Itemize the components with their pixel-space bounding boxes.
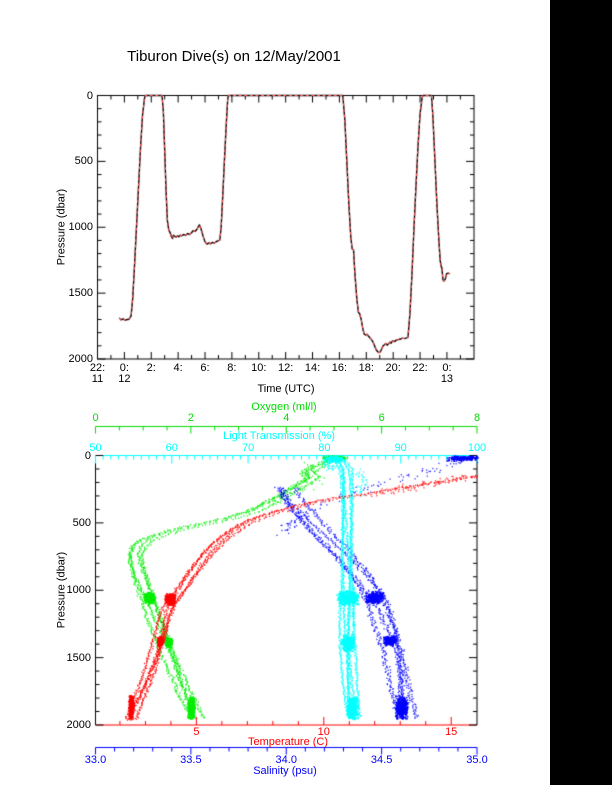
pressure-tick-label: 0 [84,449,91,462]
pressure-tick-label: 500 [72,516,91,529]
light-transmission-axis-title: Light Transmission (%) [223,430,335,442]
pressure-tick-label: 2000 [68,353,93,365]
time-tick-hour: 14: [304,362,321,374]
oxygen-tick-label: 6 [378,412,385,424]
pressure-tick-label: 500 [74,155,93,168]
time-tick-label: 14: [305,363,320,374]
time-tick-hour: 0: [119,362,129,374]
time-tick-label: 0: 12 [118,363,130,385]
day-tick-label: 11 [91,373,104,385]
time-tick-label: 12: [278,363,293,374]
oxygen-tick-label: 2 [187,412,194,424]
time-axis-title: Time (UTC) [257,383,315,395]
pressure-tick-label: 2000 [66,719,91,731]
salinity-tick-label: 33.5 [180,754,202,766]
day-tick-label: 12 [118,373,131,385]
temperature-tick-label: 5 [193,726,200,738]
time-tick-label: 0: 13 [441,363,453,385]
day-tick-label: 13 [440,373,454,385]
time-tick-label: 2: [147,363,156,374]
time-tick-hour: 18: [358,362,374,374]
time-tick-hour: 22: [412,362,428,374]
time-tick-label: 22: 11 [90,363,105,385]
pressure-tick-label: 1000 [66,584,91,597]
time-tick-label: 10: [251,363,266,374]
salinity-tick-label: 33.0 [84,754,107,766]
time-tick-hour: 4: [173,362,183,374]
temperature-tick-label: 10 [317,726,330,738]
pressure-tick-label: 1500 [66,651,91,664]
time-tick-hour: 0: [442,362,452,374]
salinity-tick-label: 35.0 [466,754,488,766]
time-tick-label: 4: [174,363,183,374]
oxygen-tick-label: 4 [283,412,290,424]
time-tick-label: 20: [386,363,401,374]
time-tick-hour: 2: [146,362,156,374]
right-black-strip [550,0,612,785]
time-tick-hour: 8: [227,362,237,374]
time-tick-hour: 20: [385,362,401,374]
time-tick-label: 6: [200,363,209,374]
oxygen-tick-label: 0 [92,412,99,424]
top-pressure-axis-title: Pressure (dbar) [55,188,68,266]
light-tick-label: 90 [394,442,407,454]
pressure-tick-label: 1500 [68,287,93,300]
light-tick-label: 80 [318,442,331,454]
temperature-axis-title: Temperature (C) [247,736,329,748]
light-tick-label: 70 [241,442,255,454]
light-tick-label: 100 [467,442,487,454]
pressure-tick-label: 0 [86,89,93,102]
time-tick-label: 22: [412,363,427,374]
time-tick-label: 18: [359,363,374,374]
pressure-tick-label: 1000 [68,221,93,234]
oxygen-axis-title: Oxygen (ml/l) [251,401,317,413]
time-tick-label: 16: [332,363,347,374]
salinity-tick-label: 34.5 [370,754,393,766]
time-tick-hour: 10: [251,362,267,374]
time-tick-hour: 22: [89,362,106,374]
time-tick-hour: 16: [331,362,348,374]
page-title: Tiburon Dive(s) on 12/May/2001 [127,48,341,65]
light-tick-label: 50 [89,442,102,454]
time-tick-hour: 6: [200,362,210,374]
salinity-tick-label: 34.0 [275,754,297,766]
oxygen-tick-label: 8 [473,412,481,424]
salinity-axis-title: Salinity (psu) [253,765,317,777]
time-tick-label: 8: [227,363,236,374]
time-tick-hour: 12: [278,362,294,374]
temperature-tick-label: 15 [445,726,458,738]
light-tick-label: 60 [165,442,178,454]
